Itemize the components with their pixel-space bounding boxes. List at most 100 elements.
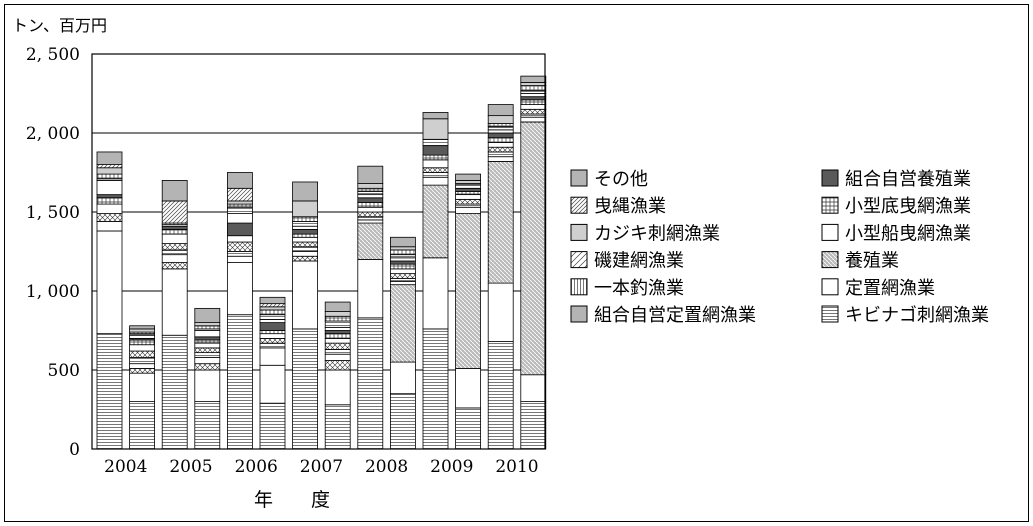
bar-segment bbox=[161, 249, 188, 256]
bar-segment bbox=[324, 333, 351, 339]
bar-segment bbox=[226, 213, 253, 224]
bar-segment bbox=[292, 255, 319, 262]
bar-segment bbox=[455, 179, 482, 184]
legend-swatch bbox=[570, 278, 588, 296]
bar-segment bbox=[487, 142, 514, 148]
bar-segment bbox=[357, 219, 384, 224]
bar-segment bbox=[129, 344, 156, 352]
x-tick-label: 2004 bbox=[104, 457, 147, 477]
bar-2006-1 bbox=[226, 172, 253, 450]
bar-2005-2 bbox=[194, 307, 221, 450]
bar-segment bbox=[194, 342, 221, 349]
bar-segment bbox=[194, 330, 221, 338]
x-tick-label: 2009 bbox=[430, 457, 473, 477]
bar-2009-2 bbox=[455, 173, 482, 450]
bar-segment bbox=[422, 112, 449, 120]
bar-segment bbox=[194, 369, 221, 403]
bar-segment bbox=[226, 187, 253, 202]
legend-label: 組合自営養殖業 bbox=[845, 168, 971, 190]
bar-segment bbox=[422, 118, 449, 140]
legend-item: 一本釣漁業 bbox=[570, 278, 684, 299]
bar-segment bbox=[389, 393, 416, 450]
bar-segment bbox=[259, 342, 286, 349]
bar-segment bbox=[520, 121, 547, 376]
bar-segment bbox=[455, 407, 482, 450]
bar-segment bbox=[324, 337, 351, 344]
bar-segment bbox=[259, 319, 286, 324]
bar-segment bbox=[389, 268, 416, 275]
bar-segment bbox=[520, 96, 547, 101]
legend-swatch bbox=[570, 251, 588, 269]
bar-segment bbox=[161, 200, 188, 224]
legend-item: 養殖業 bbox=[821, 250, 899, 272]
bar-segment bbox=[324, 301, 351, 312]
legend-swatch bbox=[570, 305, 588, 323]
x-tick-label: 2005 bbox=[169, 457, 212, 477]
bar-segment bbox=[389, 263, 416, 270]
bar-segment bbox=[129, 325, 156, 330]
bar-segment bbox=[292, 241, 319, 248]
bar-segment bbox=[226, 206, 253, 214]
bar-segment bbox=[455, 194, 482, 200]
bar-segment bbox=[226, 251, 253, 257]
bar-segment bbox=[324, 320, 351, 328]
bar-segment bbox=[389, 260, 416, 265]
bar-segment bbox=[520, 99, 547, 105]
bar-segment bbox=[357, 202, 384, 208]
axes: 0 500 1, 000 1, 500 2, 000 2, 500 2004 2005 2006… bbox=[26, 45, 546, 477]
bar-2004-1 bbox=[96, 151, 123, 450]
bar-segment bbox=[292, 225, 319, 230]
bar-segment bbox=[161, 233, 188, 244]
bar-segment bbox=[422, 257, 449, 330]
bar-segment bbox=[259, 306, 286, 311]
legend-item: 組合自営定置網漁業 bbox=[570, 305, 756, 326]
bar-segment bbox=[292, 251, 319, 257]
bar-segment bbox=[292, 236, 319, 243]
bar-segment bbox=[96, 221, 123, 232]
bar-segment bbox=[226, 241, 253, 252]
bar-segment bbox=[520, 374, 547, 402]
legend-label: 養殖業 bbox=[845, 250, 899, 272]
bar-segment bbox=[292, 260, 319, 330]
x-axis-title: 年 度 bbox=[254, 489, 330, 511]
bar-segment bbox=[226, 235, 253, 243]
bar-segment bbox=[226, 200, 253, 205]
bar-segment bbox=[96, 179, 123, 196]
bar-2005-1 bbox=[161, 179, 188, 450]
legend-label: 曳縄漁業 bbox=[594, 196, 666, 217]
bar-segment bbox=[422, 167, 449, 173]
bar-segment bbox=[292, 233, 319, 238]
bar-segment bbox=[96, 194, 123, 199]
legend-item: カジキ刺網漁業 bbox=[570, 223, 720, 244]
bar-segment bbox=[357, 194, 384, 199]
bar-segment bbox=[161, 225, 188, 230]
legend-item: その他 bbox=[570, 169, 648, 190]
bar-segment bbox=[161, 254, 188, 263]
bar-segment bbox=[357, 165, 384, 184]
bar-segment bbox=[455, 173, 482, 181]
bar-segment bbox=[455, 213, 482, 369]
legend-label: その他 bbox=[594, 169, 648, 190]
bar-segment bbox=[389, 281, 416, 286]
bar-segment bbox=[161, 243, 188, 251]
bar-segment bbox=[487, 156, 514, 162]
bar-segment bbox=[520, 116, 547, 123]
bar-segment bbox=[389, 249, 416, 256]
legend-label: 定置網漁業 bbox=[845, 278, 935, 299]
bar-segment bbox=[389, 246, 416, 251]
bar-segment bbox=[259, 333, 286, 339]
bar-segment bbox=[226, 172, 253, 189]
bar-segment bbox=[455, 206, 482, 214]
bar-segment bbox=[520, 401, 547, 450]
y-tick-label: 2, 500 bbox=[26, 45, 80, 65]
bar-segment bbox=[487, 129, 514, 134]
legend-item: 定置網漁業 bbox=[821, 278, 935, 299]
bar-segment bbox=[96, 151, 123, 166]
bar-segment bbox=[357, 258, 384, 319]
bar-segment bbox=[389, 361, 416, 395]
legend-item: キビナゴ刺網漁業 bbox=[821, 305, 989, 326]
bar-segment bbox=[357, 317, 384, 450]
bar-segment bbox=[357, 211, 384, 218]
bar-segment bbox=[194, 347, 221, 354]
